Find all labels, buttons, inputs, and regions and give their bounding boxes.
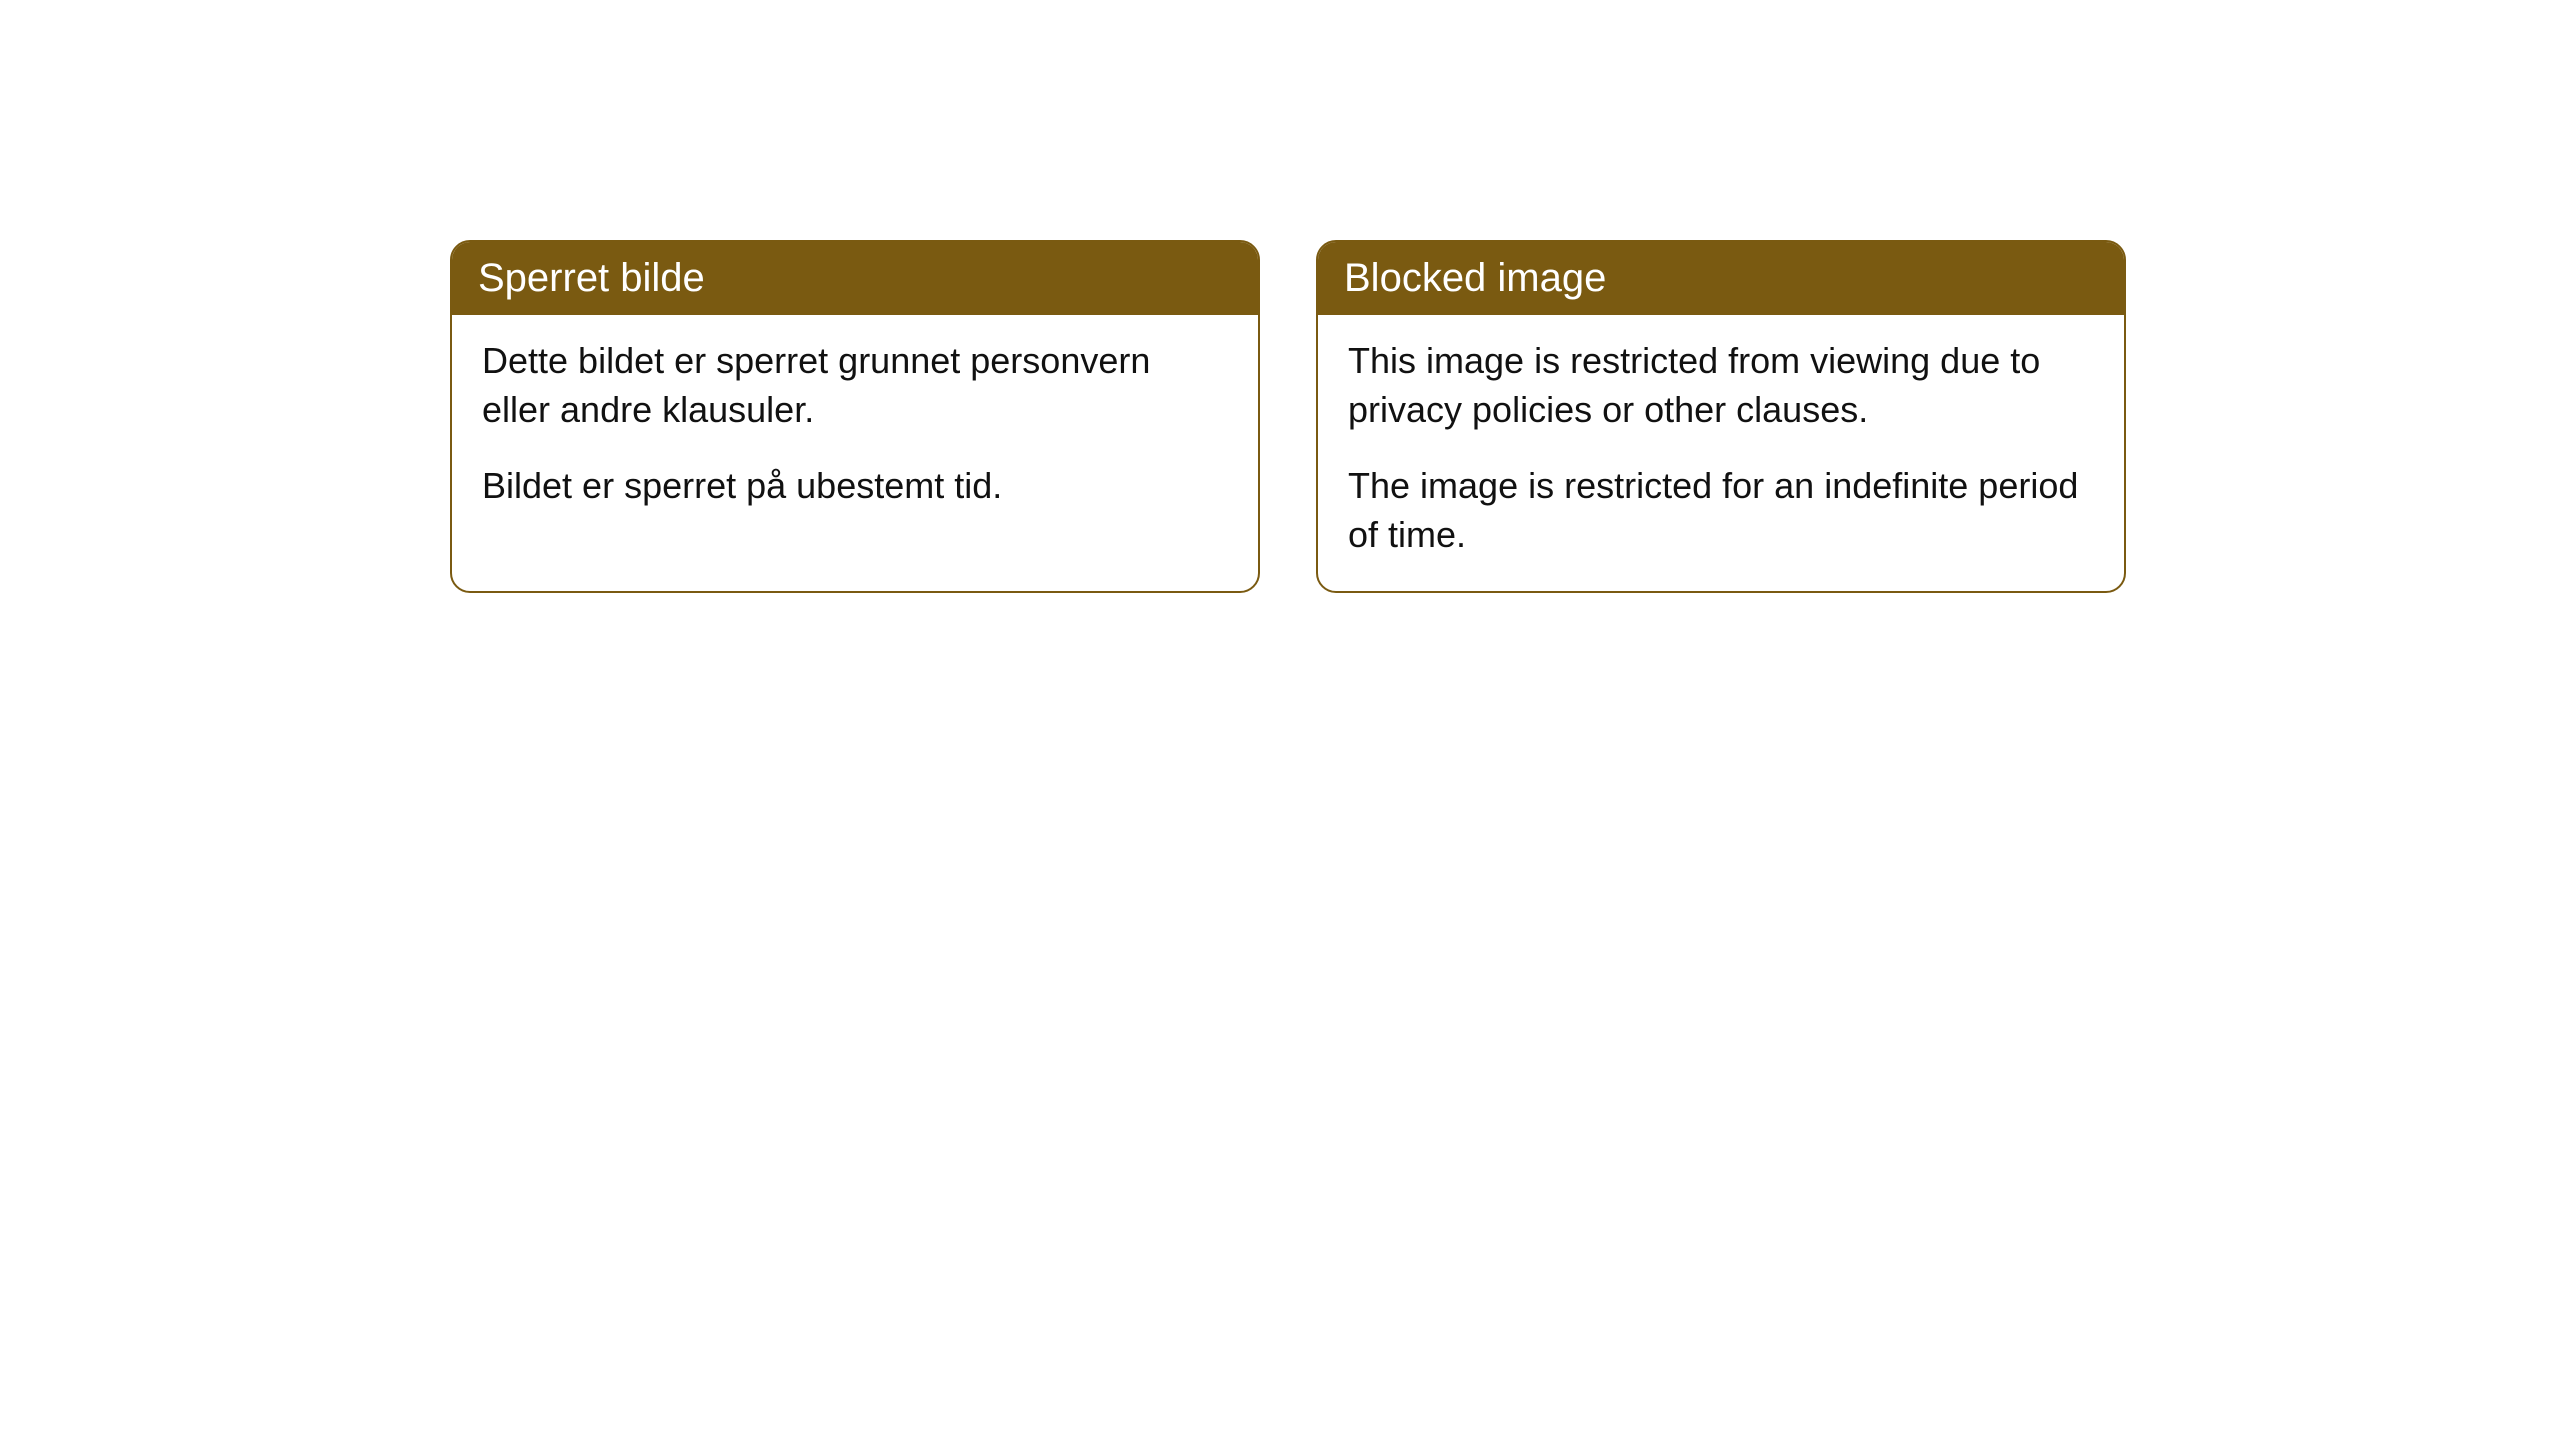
card-paragraph: Bildet er sperret på ubestemt tid. — [482, 462, 1228, 511]
card-header: Sperret bilde — [452, 242, 1258, 315]
notice-card-norwegian: Sperret bilde Dette bildet er sperret gr… — [450, 240, 1260, 593]
card-paragraph: Dette bildet er sperret grunnet personve… — [482, 337, 1228, 434]
notice-container: Sperret bilde Dette bildet er sperret gr… — [450, 240, 2126, 593]
notice-card-english: Blocked image This image is restricted f… — [1316, 240, 2126, 593]
card-body: This image is restricted from viewing du… — [1318, 315, 2124, 591]
card-paragraph: The image is restricted for an indefinit… — [1348, 462, 2094, 559]
card-header: Blocked image — [1318, 242, 2124, 315]
card-paragraph: This image is restricted from viewing du… — [1348, 337, 2094, 434]
card-body: Dette bildet er sperret grunnet personve… — [452, 315, 1258, 543]
